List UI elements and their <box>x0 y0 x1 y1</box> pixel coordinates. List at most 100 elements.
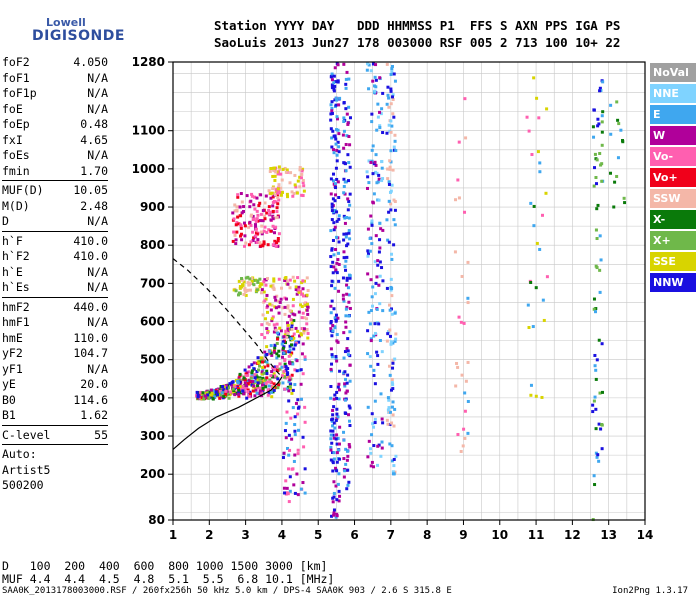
echo-point <box>330 514 334 518</box>
echo-point <box>277 299 281 303</box>
echo-point <box>342 356 346 360</box>
echo-point <box>262 240 266 244</box>
echo-point <box>273 166 277 170</box>
echo-point <box>335 469 339 473</box>
echo-point <box>331 429 335 433</box>
echo-point <box>285 168 289 172</box>
echo-point <box>286 327 290 331</box>
echo-point <box>346 337 350 341</box>
echo-point <box>255 391 259 395</box>
echo-point <box>393 208 397 212</box>
echo-point <box>289 416 293 420</box>
echo-point <box>370 433 374 437</box>
echo-point <box>241 389 245 393</box>
echo-point <box>334 355 338 359</box>
echo-point <box>256 384 260 388</box>
x-tick-label: 5 <box>314 528 322 542</box>
echo-point <box>230 383 234 387</box>
echo-point <box>250 383 254 387</box>
echo-point <box>196 393 200 397</box>
echo-point <box>230 389 234 393</box>
echo-point <box>330 334 334 338</box>
echo-point <box>286 367 290 371</box>
echo-point <box>275 368 279 372</box>
echo-point <box>270 353 274 357</box>
echo-point <box>265 211 269 215</box>
echo-point <box>333 182 337 186</box>
echo-point <box>334 142 338 146</box>
echo-point <box>347 480 351 484</box>
echo-point <box>545 275 549 279</box>
echo-point <box>283 362 287 366</box>
echo-point <box>387 406 391 410</box>
echo-point <box>375 321 379 325</box>
echo-point <box>264 382 268 386</box>
echo-point <box>371 304 375 308</box>
echo-point <box>247 378 251 382</box>
echo-point <box>333 286 337 290</box>
echo-point <box>456 365 460 369</box>
param-value: 1.62 <box>80 408 108 422</box>
echo-point <box>295 472 299 476</box>
echo-point <box>248 277 252 281</box>
echo-point <box>389 285 393 289</box>
echo-point <box>369 278 373 282</box>
echo-point <box>208 390 212 394</box>
echo-point <box>285 335 289 339</box>
echo-point <box>261 219 265 223</box>
echo-point <box>345 232 349 236</box>
echo-point <box>265 380 269 384</box>
echo-point <box>347 161 351 165</box>
echo-point <box>344 462 348 466</box>
echo-point <box>591 403 595 407</box>
echo-point <box>380 166 384 170</box>
echo-point <box>615 100 619 104</box>
echo-point <box>336 140 340 144</box>
echo-point <box>332 265 336 269</box>
echo-point <box>460 373 464 377</box>
echo-point <box>277 232 281 236</box>
echo-point <box>278 367 282 371</box>
echo-point <box>301 311 305 315</box>
echo-point <box>285 387 289 391</box>
echo-point <box>277 383 281 387</box>
echo-point <box>343 384 347 388</box>
echo-point <box>254 388 258 392</box>
echo-point <box>292 319 296 323</box>
echo-point <box>336 180 340 184</box>
param-row: foF1p N/A <box>2 86 108 102</box>
echo-point <box>342 438 346 442</box>
echo-point <box>373 322 377 326</box>
echo-point <box>393 133 397 137</box>
echo-point <box>297 290 301 294</box>
echo-point <box>296 452 300 456</box>
echo-point <box>345 283 349 287</box>
echo-point <box>279 297 283 301</box>
echo-point <box>591 125 595 129</box>
echo-point <box>293 313 297 317</box>
echo-point <box>594 451 598 455</box>
echo-point <box>293 491 297 495</box>
echo-point <box>330 78 334 82</box>
echo-point <box>283 166 287 170</box>
echo-point <box>388 410 392 414</box>
echo-point <box>238 372 242 376</box>
echo-point <box>264 194 268 198</box>
echo-point <box>381 91 385 95</box>
echo-point <box>455 361 459 365</box>
echo-point <box>254 234 258 238</box>
echo-point <box>337 442 341 446</box>
echo-point <box>368 237 372 241</box>
echo-point <box>344 391 348 395</box>
echo-point <box>247 225 251 229</box>
echo-point <box>273 367 277 371</box>
echo-point <box>342 475 346 479</box>
echo-point <box>334 103 338 107</box>
echo-point <box>391 361 395 365</box>
echo-point <box>275 356 279 360</box>
echo-point <box>345 70 349 74</box>
echo-point <box>390 459 394 463</box>
echo-point <box>265 352 269 356</box>
echo-point <box>387 210 391 214</box>
echo-point <box>230 380 234 384</box>
